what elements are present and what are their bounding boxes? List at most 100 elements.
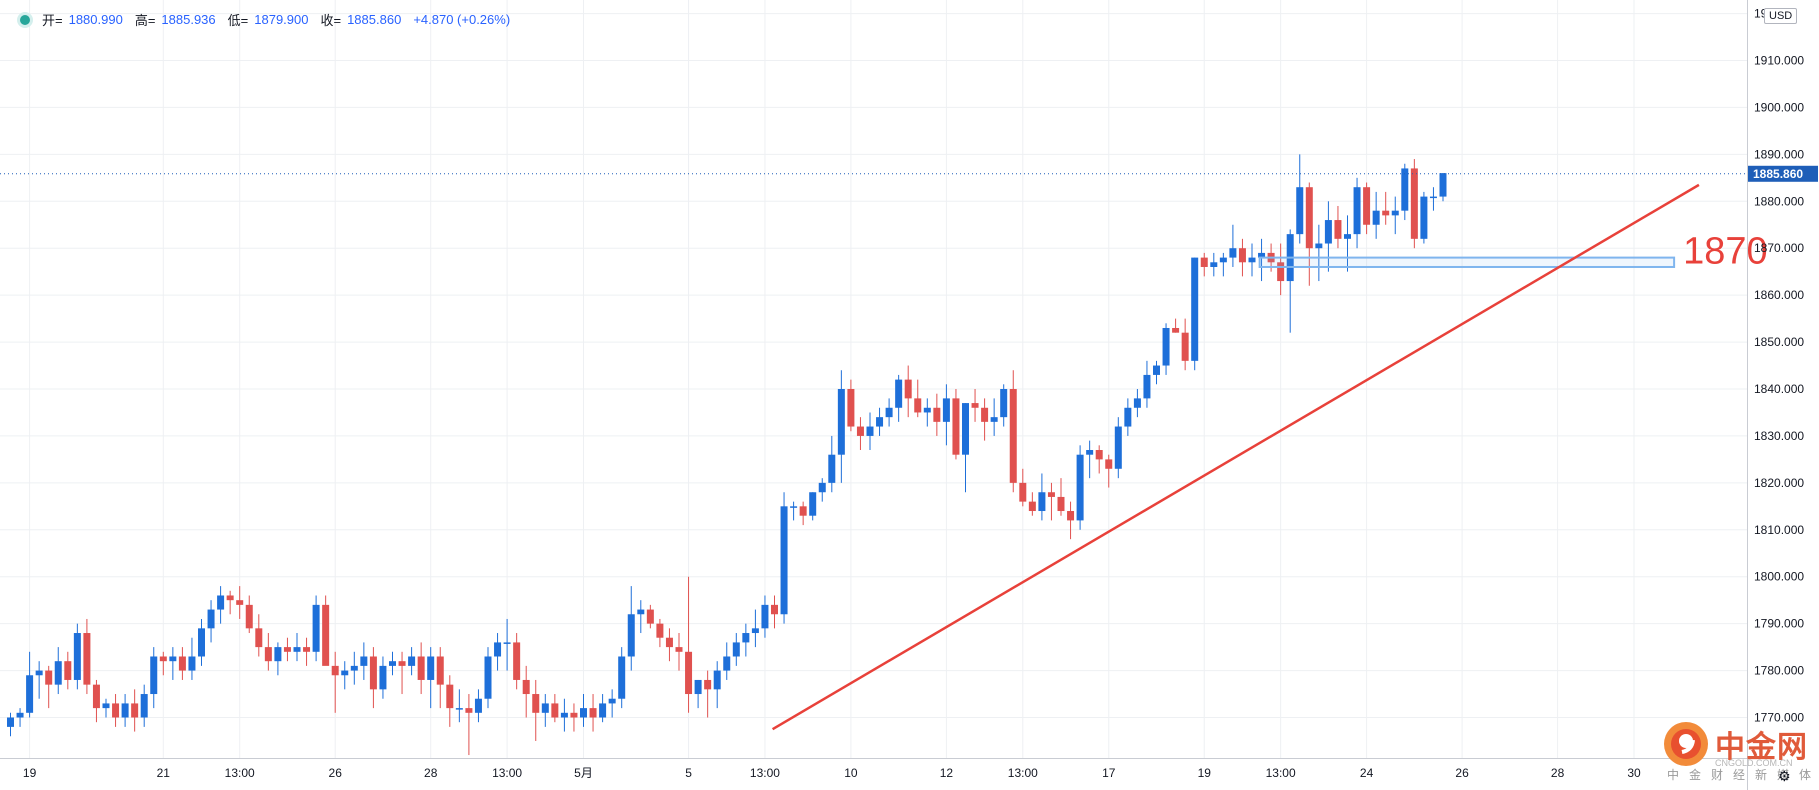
candle[interactable] [866,412,874,451]
currency-button[interactable]: USD [1764,8,1798,24]
candle[interactable] [981,398,989,441]
candle[interactable] [1019,468,1027,507]
candle[interactable] [837,370,845,483]
candle[interactable] [1067,501,1075,540]
candle[interactable] [226,590,234,615]
candle[interactable] [589,694,597,732]
settings-gear-icon[interactable]: ⚙ [1778,768,1791,784]
candle[interactable] [474,689,482,723]
candle[interactable] [1286,229,1294,333]
candle[interactable] [771,595,778,629]
candle[interactable] [1238,238,1246,277]
candle[interactable] [1334,205,1342,249]
candle[interactable] [1324,201,1332,272]
candle[interactable] [1363,182,1371,235]
candle[interactable] [1219,252,1227,277]
candle[interactable] [599,694,607,723]
candle[interactable] [532,679,540,741]
candle[interactable] [608,689,616,718]
candle[interactable] [1382,191,1390,225]
candle[interactable] [923,398,931,427]
candle[interactable] [627,586,635,671]
candle[interactable] [962,403,969,493]
candle[interactable] [1153,360,1160,385]
candle[interactable] [1105,454,1113,488]
candle[interactable] [274,642,282,676]
candle[interactable] [876,407,884,436]
candle[interactable] [1401,163,1409,221]
candle[interactable] [751,609,759,648]
candle[interactable] [1391,196,1399,235]
candle[interactable] [1315,224,1323,282]
candle[interactable] [685,576,693,713]
candle[interactable] [341,661,349,690]
candle[interactable] [1277,243,1285,296]
candle[interactable] [207,600,215,643]
candle[interactable] [64,651,72,690]
candle[interactable] [484,647,492,709]
candle[interactable] [1305,182,1313,286]
candle[interactable] [637,600,645,634]
candle[interactable] [1057,478,1065,516]
candle[interactable] [809,492,817,521]
candle[interactable] [7,712,14,737]
candle[interactable] [560,698,568,732]
candle[interactable] [398,651,406,695]
candle[interactable] [1210,252,1218,277]
candle[interactable] [236,586,244,619]
candle[interactable] [1420,191,1428,244]
candle[interactable] [283,637,291,662]
candle[interactable] [933,393,941,436]
candle[interactable] [121,694,129,727]
candle[interactable] [150,647,158,709]
candle[interactable] [1162,323,1170,375]
candle[interactable] [1047,482,1055,521]
candle[interactable] [914,379,922,418]
candle[interactable] [1344,215,1351,272]
candle[interactable] [417,642,425,695]
candle[interactable] [1429,187,1437,211]
candle[interactable] [541,694,549,727]
candle[interactable] [856,417,864,451]
candle[interactable] [694,679,702,709]
candle[interactable] [1133,389,1141,418]
candle[interactable] [178,647,186,680]
support-zone-box[interactable] [1258,256,1676,268]
candle[interactable] [446,675,454,727]
candle[interactable] [665,628,673,662]
candle[interactable] [131,689,139,732]
candle[interactable] [45,665,53,709]
candle[interactable] [1038,473,1046,521]
candle[interactable] [255,614,263,657]
candle[interactable] [293,633,301,662]
candle[interactable] [1200,252,1208,277]
candle[interactable] [971,389,979,422]
candle[interactable] [1009,370,1017,493]
candle[interactable] [723,642,731,680]
candle[interactable] [522,665,530,718]
candle[interactable] [656,618,664,648]
candle[interactable] [1000,384,1008,427]
candle[interactable] [1229,224,1237,267]
candle[interactable] [408,647,416,676]
candle[interactable] [1353,177,1361,249]
candle[interactable] [618,647,626,709]
candle[interactable] [465,694,473,756]
trend-line[interactable] [771,183,1700,731]
candle[interactable] [847,379,855,432]
candle[interactable] [713,661,721,709]
candle[interactable] [790,501,798,521]
candle[interactable] [322,595,330,666]
candle[interactable] [1410,159,1418,249]
candle[interactable] [312,595,320,662]
candle[interactable] [1028,492,1036,516]
candle[interactable] [1076,445,1084,530]
candle[interactable] [360,642,368,680]
candle[interactable] [16,708,24,727]
candle[interactable] [436,647,444,709]
candle[interactable] [26,651,34,718]
candle[interactable] [952,389,960,460]
candle[interactable] [780,492,788,624]
candle[interactable] [675,633,683,671]
